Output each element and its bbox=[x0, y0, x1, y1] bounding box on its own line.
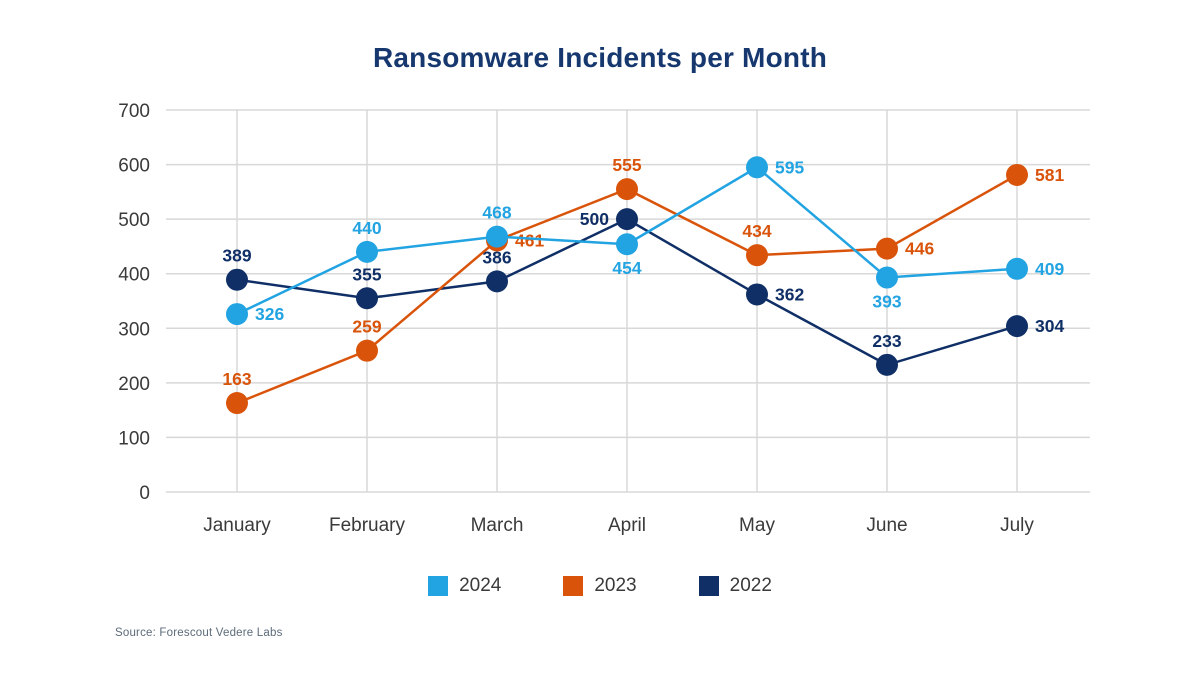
x-tick-label: April bbox=[608, 515, 646, 536]
data-point-2022 bbox=[356, 287, 378, 310]
data-point-2024 bbox=[876, 266, 898, 289]
data-point-2024 bbox=[746, 156, 768, 179]
data-label-2023: 259 bbox=[352, 317, 381, 337]
data-point-2022 bbox=[746, 283, 768, 306]
data-label-2022: 389 bbox=[222, 246, 251, 266]
legend-swatch-2023 bbox=[563, 576, 584, 596]
data-point-2022 bbox=[486, 270, 508, 293]
data-point-2022 bbox=[226, 268, 248, 291]
data-label-2023: 434 bbox=[742, 221, 771, 241]
x-tick-label: March bbox=[471, 515, 524, 536]
data-label-2023: 581 bbox=[1035, 165, 1064, 185]
data-label-2024: 595 bbox=[775, 157, 804, 177]
y-tick-label: 400 bbox=[118, 265, 150, 286]
data-label-2022: 304 bbox=[1035, 316, 1064, 336]
data-label-2023: 555 bbox=[612, 155, 641, 175]
data-label-2024: 326 bbox=[255, 304, 284, 324]
data-point-2022 bbox=[1006, 315, 1028, 338]
data-label-2022: 386 bbox=[482, 247, 511, 267]
chart-legend: 2024 2023 2022 bbox=[0, 575, 1200, 597]
x-tick-label: May bbox=[739, 515, 775, 536]
data-point-2023 bbox=[356, 339, 378, 362]
x-tick-label: January bbox=[203, 515, 271, 536]
y-tick-label: 100 bbox=[118, 428, 150, 449]
data-point-2023 bbox=[876, 237, 898, 260]
y-tick-label: 600 bbox=[118, 156, 150, 177]
source-attribution: Source: Forescout Vedere Labs bbox=[115, 627, 283, 639]
y-tick-label: 300 bbox=[118, 319, 150, 340]
legend-label: 2023 bbox=[594, 575, 637, 596]
data-label-2023: 163 bbox=[222, 369, 251, 389]
data-label-2024: 440 bbox=[352, 218, 381, 238]
data-point-2024 bbox=[486, 225, 508, 248]
data-point-2023 bbox=[226, 392, 248, 415]
legend-label: 2024 bbox=[459, 575, 502, 596]
data-label-2024: 393 bbox=[872, 292, 901, 312]
data-label-2024: 454 bbox=[612, 258, 641, 278]
data-label-2024: 409 bbox=[1035, 259, 1064, 279]
legend-item-2023: 2023 bbox=[563, 575, 637, 597]
x-tick-label: July bbox=[1000, 515, 1034, 536]
x-tick-label: February bbox=[329, 515, 406, 536]
data-point-2024 bbox=[226, 303, 248, 326]
legend-swatch-2024 bbox=[428, 576, 449, 596]
data-point-2023 bbox=[1006, 163, 1028, 186]
data-point-2023 bbox=[616, 178, 638, 201]
data-label-2022: 362 bbox=[775, 284, 804, 304]
data-point-2024 bbox=[1006, 257, 1028, 280]
legend-swatch-2022 bbox=[698, 576, 719, 596]
y-tick-label: 200 bbox=[118, 374, 150, 395]
data-label-2022: 233 bbox=[872, 331, 901, 351]
chart-title: Ransomware Incidents per Month bbox=[372, 42, 828, 73]
data-label-2022: 355 bbox=[352, 264, 381, 284]
data-label-2023: 461 bbox=[515, 230, 544, 250]
legend-item-2024: 2024 bbox=[428, 575, 501, 597]
data-label-2022: 500 bbox=[580, 209, 609, 229]
y-tick-label: 700 bbox=[118, 101, 150, 122]
y-tick-label: 500 bbox=[118, 210, 150, 231]
data-label-2023: 446 bbox=[905, 239, 934, 259]
y-tick-label: 0 bbox=[139, 483, 150, 504]
data-point-2022 bbox=[876, 353, 898, 376]
data-point-2023 bbox=[746, 244, 768, 267]
legend-item-2022: 2022 bbox=[698, 575, 772, 597]
data-label-2024: 468 bbox=[482, 203, 511, 223]
data-point-2022 bbox=[616, 208, 638, 231]
data-point-2024 bbox=[356, 240, 378, 263]
x-tick-label: June bbox=[866, 515, 907, 536]
data-point-2024 bbox=[616, 233, 638, 256]
legend-label: 2022 bbox=[729, 575, 772, 596]
